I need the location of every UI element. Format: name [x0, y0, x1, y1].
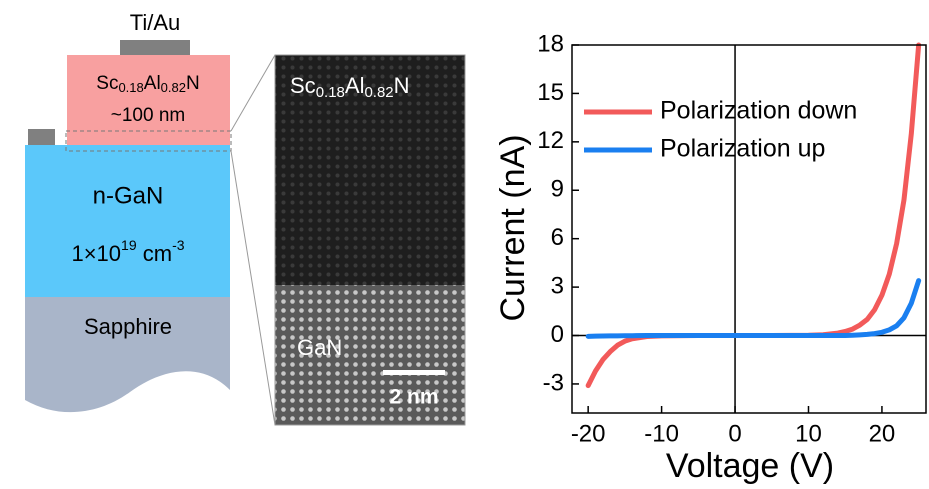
legend-label: Polarization up [660, 135, 825, 163]
series-line [585, 278, 922, 339]
x-tick-label: 0 [728, 420, 741, 447]
tem-top-label: Sc0.18Al0.82N [290, 73, 410, 101]
y-tick-label: 12 [537, 127, 564, 154]
substrate [25, 297, 230, 413]
zoom-line [230, 54, 276, 132]
top-contact [120, 40, 190, 55]
iv-chart: Current (nA) Voltage (V) -3 0 3 6 9 12 15 18 -20… [494, 30, 927, 485]
zoom-line [230, 150, 276, 426]
tem-top-lattice [275, 55, 465, 285]
contact-label: Ti/Au [130, 10, 181, 35]
barrier-thickness: ~100 nm [111, 105, 185, 126]
substrate-label: Sapphire [84, 314, 172, 339]
x-tick-label: 20 [869, 420, 896, 447]
y-tick-label: 3 [551, 272, 564, 299]
y-tick-label: 18 [537, 30, 564, 57]
scale-bar-label: 2 nm [389, 386, 438, 409]
device-schematic: Ti/Au Sc0.18Al0.82N ~100 nm n-GaN 1×1019… [25, 10, 276, 426]
y-tick-label: -3 [543, 369, 564, 396]
legend-label: Polarization down [660, 97, 857, 125]
channel-doping: 1×1019 cm-3 [71, 237, 184, 266]
side-contact [28, 129, 55, 145]
tem-frame [274, 54, 466, 426]
x-tick-label: -10 [644, 420, 679, 447]
y-axis-title: Current (nA) [494, 134, 532, 321]
barrier-layer [67, 55, 230, 145]
y-tick-label: 6 [551, 224, 564, 251]
x-tick-label: 10 [795, 420, 822, 447]
channel-name: n-GaN [93, 182, 164, 209]
scale-bar [383, 370, 445, 375]
tem-bottom-lattice [275, 285, 465, 425]
x-axis-title: Voltage (V) [666, 447, 834, 485]
x-tick-label: -20 [571, 420, 606, 447]
y-tick-label: 15 [537, 79, 564, 106]
barrier-formula: Sc0.18Al0.82N [96, 73, 199, 95]
tem-bottom-label: GaN [297, 335, 342, 360]
zoom-box [65, 130, 232, 152]
plot-frame [571, 44, 927, 414]
y-tick-label: 9 [551, 176, 564, 203]
tem-image: Sc0.18Al0.82N GaN 2 nm [274, 54, 466, 426]
channel-layer [25, 145, 230, 297]
y-tick-label: 0 [551, 321, 564, 348]
